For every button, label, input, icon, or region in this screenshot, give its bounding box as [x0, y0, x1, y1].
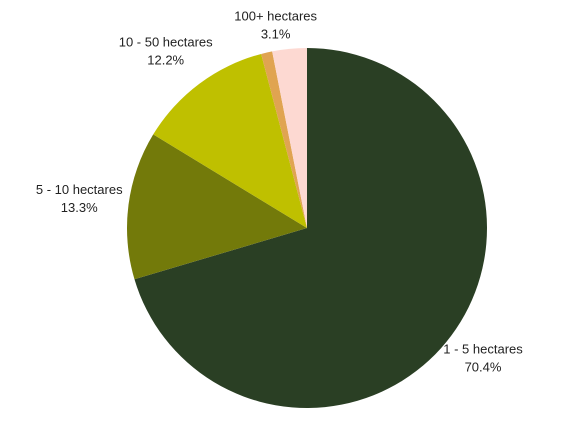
- pie-slice: [153, 53, 307, 229]
- pie-slice: [127, 134, 307, 280]
- slice-value-label: 12.2%: [147, 52, 184, 67]
- slice-value-label: 3.1%: [261, 26, 291, 41]
- slice-label: 5 - 10 hectares: [36, 182, 123, 197]
- slice-value-label: 70.4%: [465, 360, 502, 375]
- pie-slice: [261, 51, 307, 229]
- slice-label: 10 - 50 hectares: [119, 34, 213, 49]
- pie-slice: [134, 48, 488, 408]
- slice-value-label: 13.3%: [61, 200, 98, 215]
- slice-label: 100+ hectares: [234, 8, 317, 23]
- pie-slice: [272, 48, 307, 228]
- slice-label: 1 - 5 hectares: [443, 342, 523, 357]
